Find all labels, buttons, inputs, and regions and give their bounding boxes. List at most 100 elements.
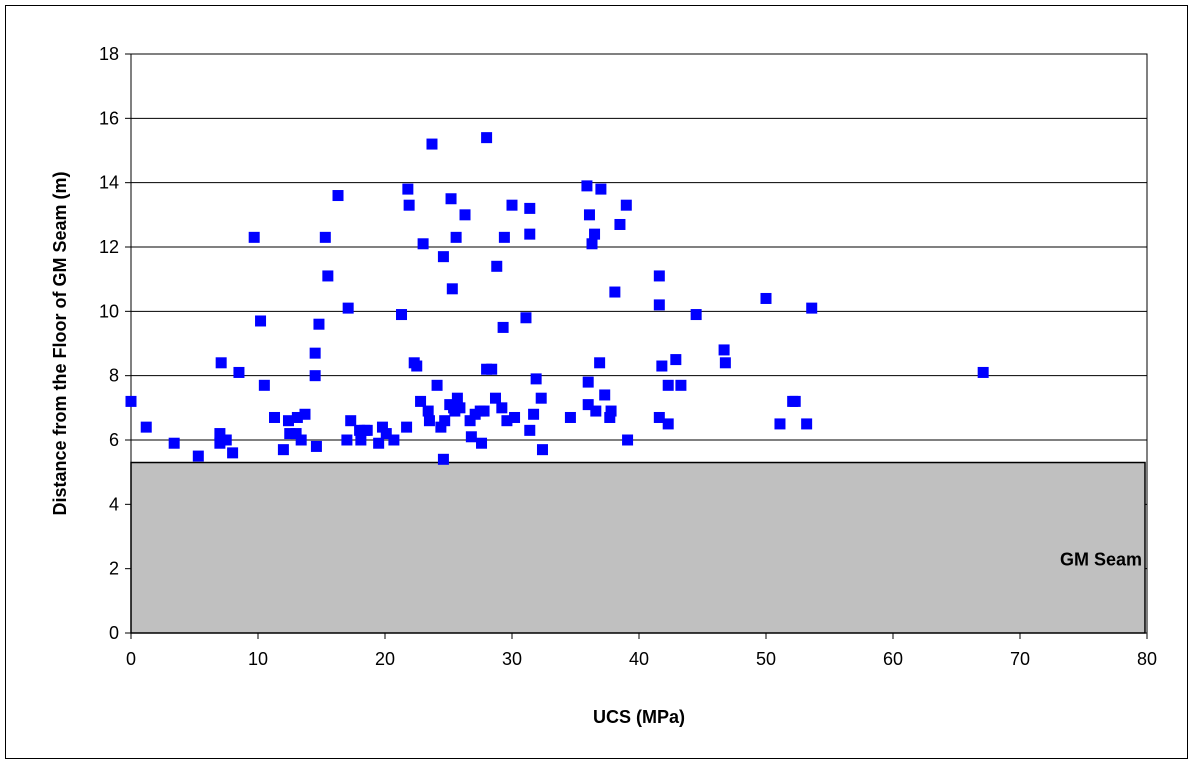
data-point — [361, 424, 373, 436]
y-tick-label: 4 — [109, 494, 119, 514]
data-point — [498, 231, 510, 243]
data-point — [376, 421, 388, 433]
data-point — [125, 395, 137, 407]
data-point — [248, 231, 260, 243]
data-point — [258, 379, 270, 391]
x-tick-label: 50 — [756, 649, 776, 669]
data-point — [675, 379, 687, 391]
data-point — [415, 395, 427, 407]
data-point — [140, 421, 152, 433]
data-point — [220, 434, 232, 446]
data-point — [310, 440, 322, 452]
data-point — [604, 411, 616, 423]
x-tick-label: 40 — [629, 649, 649, 669]
data-point — [451, 392, 463, 404]
data-point — [396, 309, 408, 321]
data-point — [403, 199, 415, 211]
x-tick-label: 0 — [126, 649, 136, 669]
data-point — [282, 415, 294, 427]
data-point — [481, 132, 493, 144]
data-point — [355, 434, 367, 446]
data-point — [718, 344, 730, 356]
data-point — [284, 428, 296, 440]
data-point — [227, 447, 239, 459]
data-point — [388, 434, 400, 446]
y-axis-title: Distance from the Floor of GM Seam (m) — [50, 171, 70, 515]
data-point — [435, 421, 447, 433]
data-point — [605, 405, 617, 417]
data-point — [496, 402, 508, 414]
data-point — [345, 415, 357, 427]
data-point — [269, 411, 281, 423]
data-point — [582, 399, 594, 411]
y-tick-label: 8 — [109, 366, 119, 386]
data-point — [662, 379, 674, 391]
data-point — [417, 238, 429, 250]
data-point — [595, 183, 607, 195]
data-point — [295, 434, 307, 446]
data-point — [589, 228, 601, 240]
data-point — [214, 437, 226, 449]
x-tick-label: 10 — [248, 649, 268, 669]
data-point — [445, 193, 457, 205]
gm-seam-region — [130, 461, 1146, 634]
data-point — [423, 415, 435, 427]
y-tick-label: 0 — [109, 623, 119, 643]
data-point — [489, 392, 501, 404]
data-point — [774, 418, 786, 430]
data-point — [299, 408, 311, 420]
data-point — [528, 408, 540, 420]
data-point — [342, 302, 354, 314]
x-axis-title: UCS (MPa) — [593, 707, 685, 727]
data-point — [214, 428, 226, 440]
data-point — [233, 366, 245, 378]
data-point — [322, 270, 334, 282]
data-point — [454, 402, 466, 414]
data-point — [586, 238, 598, 250]
data-point — [656, 360, 668, 372]
data-point — [524, 202, 536, 214]
data-point — [192, 450, 204, 462]
data-point — [459, 209, 471, 221]
data-point — [760, 292, 772, 304]
data-point — [373, 437, 385, 449]
data-point — [653, 270, 665, 282]
data-point — [620, 199, 632, 211]
data-point — [530, 373, 542, 385]
x-tick-label: 70 — [1010, 649, 1030, 669]
data-point — [564, 411, 576, 423]
y-tick-label: 6 — [109, 430, 119, 450]
y-tick-label: 12 — [99, 237, 119, 257]
data-point — [524, 228, 536, 240]
data-point — [801, 418, 813, 430]
y-tick-label: 10 — [99, 301, 119, 321]
data-point — [380, 428, 392, 440]
data-point — [437, 453, 449, 465]
x-tick-label: 60 — [883, 649, 903, 669]
y-tick-label: 14 — [99, 173, 119, 193]
data-point — [401, 421, 413, 433]
data-point — [524, 424, 536, 436]
data-point — [497, 321, 509, 333]
y-tick-label: 16 — [99, 108, 119, 128]
data-point — [609, 286, 621, 298]
data-point — [535, 392, 547, 404]
data-point — [431, 379, 443, 391]
data-point — [536, 444, 548, 456]
data-point — [599, 389, 611, 401]
data-point — [520, 312, 532, 324]
data-point — [581, 180, 593, 192]
data-point — [277, 444, 289, 456]
data-point — [215, 357, 227, 369]
data-point — [402, 183, 414, 195]
data-point — [319, 231, 331, 243]
data-point — [426, 138, 438, 150]
data-point — [313, 318, 325, 330]
data-point — [501, 415, 513, 427]
data-point — [590, 405, 602, 417]
data-point — [464, 415, 476, 427]
data-point — [653, 299, 665, 311]
data-point — [582, 376, 594, 388]
data-point — [291, 411, 303, 423]
